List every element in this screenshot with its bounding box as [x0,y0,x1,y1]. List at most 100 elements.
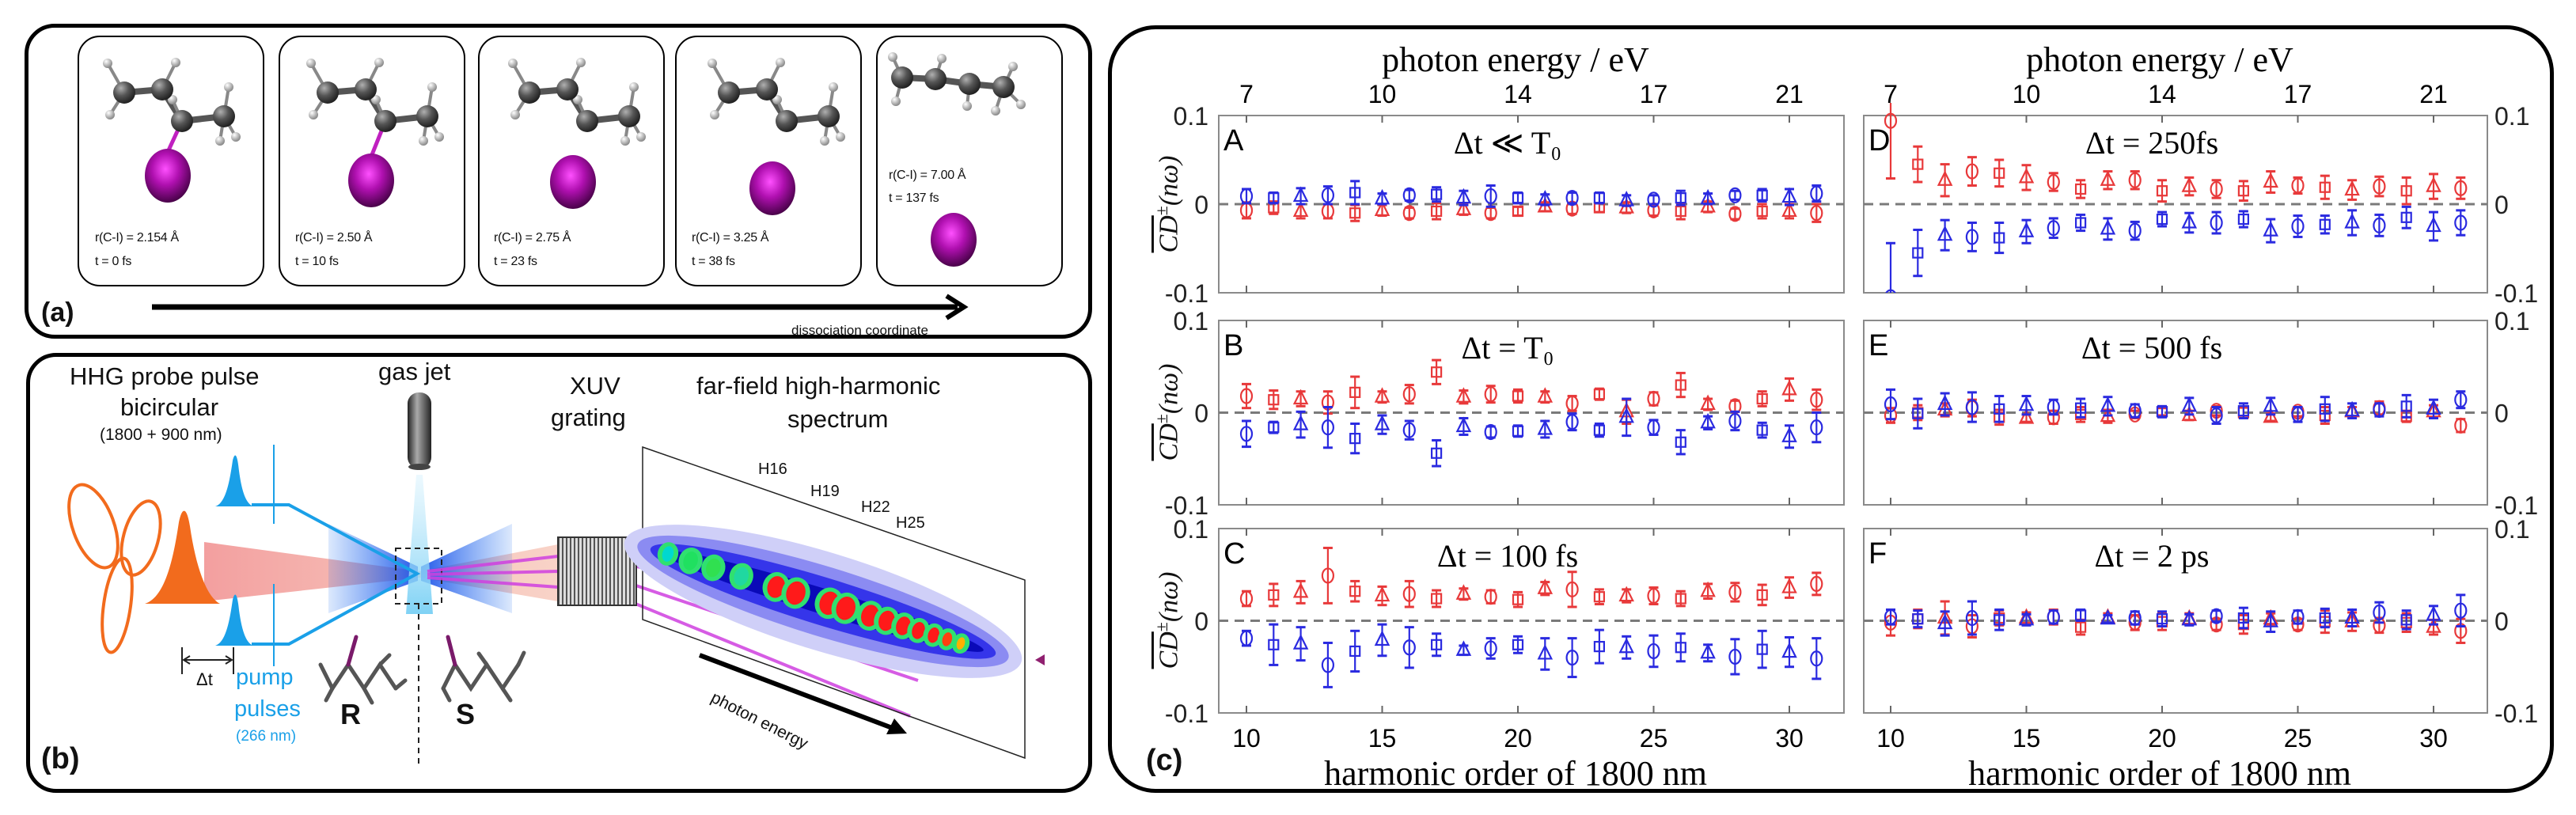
marker-circle [1484,188,1497,205]
spectrum-title: far-field high-harmonic [696,372,941,400]
top-x-tick-label: 10 [2013,80,2041,108]
marker-triangle [1374,630,1390,646]
data-point [1675,429,1686,456]
data-point [1321,546,1335,605]
marker-square [1430,639,1443,650]
data-point [1239,382,1254,410]
marker-triangle [2018,222,2035,237]
panel-title: Δt = 2 ps [2095,538,2210,574]
marker-triangle [1781,642,1797,658]
y-tick-label: -0.1 [1165,279,1208,308]
data-point [1647,634,1660,669]
data-point [1292,389,1309,408]
marker-square [2400,400,2412,412]
data-marks [1239,358,1823,468]
marker-circle [2128,172,2142,188]
data-point [1512,388,1524,404]
iodine-atom [749,161,795,215]
enantiomer-r-molecule [318,635,408,705]
data-point [2128,609,2142,627]
data-point [1537,419,1554,439]
marker-triangle [1781,201,1797,218]
hydrogen-atom [224,82,233,92]
marker-square [1349,645,1361,658]
marker-circle [2454,602,2468,619]
y-tick-label: 0.1 [1174,102,1208,131]
marker-triangle [1700,188,1716,205]
marker-triangle [2344,400,2360,417]
marker-circle [1484,640,1497,657]
data-point [1455,584,1472,601]
data-point [1647,419,1660,436]
marker-triangle [2018,609,2035,626]
data-point [1994,158,2005,188]
y-tick-label: 0.1 [1174,307,1208,335]
data-point [1430,632,1443,658]
data-point [1374,414,1390,435]
data-marks [1884,103,2468,293]
marker-circle [1402,586,1416,602]
marker-circle [2373,217,2386,233]
data-point [1756,390,1768,408]
marker-circle [1810,392,1823,408]
marker-circle [2454,417,2468,434]
marker-triangle [1700,394,1716,411]
hydrogen-atom [962,101,972,111]
data-marks [1239,180,1823,223]
top-x-axis-title: photon energy / eV [2026,40,2293,79]
data-point [1268,191,1280,205]
iodine-atom [550,155,596,209]
marker-square [1512,192,1524,204]
data-point [2210,608,2223,624]
harmonic-label-h25: H25 [896,514,925,532]
marker-triangle [2018,395,2035,411]
hydrogen-atom [1016,100,1026,109]
y-tick-label: -0.1 [1165,491,1208,520]
data-point [1292,410,1309,439]
pump-pulses [252,445,421,666]
xuv-label: XUV [570,372,620,400]
data-point [2373,601,2386,624]
marker-circle [1565,581,1579,597]
marker-triangle [2344,180,2360,196]
data-point [2373,213,2386,237]
series-red [1884,103,2468,206]
data-point [2237,180,2249,203]
enantiomer-s-label: S [456,698,476,730]
marker-circle [1647,390,1660,408]
x-tick-label: 10 [1232,724,1261,752]
marker-triangle [1937,613,1953,630]
marker-circle [1239,188,1254,205]
data-point [1402,205,1416,222]
marker-triangle [1374,188,1390,205]
marker-circle [1565,414,1579,430]
data-point [1912,228,1924,278]
data-point [1647,390,1660,408]
marker-square [1756,392,1768,405]
marker-triangle [2426,605,2441,621]
data-point [1647,586,1660,606]
marker-circle [2047,173,2060,191]
iodine-atom [931,213,977,267]
data-point [1565,395,1579,412]
marker-circle [1321,567,1335,584]
data-point [1756,629,1768,669]
data-point [1292,186,1309,206]
data-point [1781,377,1797,402]
data-point [1512,191,1524,205]
marker-circle [1728,187,1742,203]
series-blue [1239,397,1823,468]
data-point [1430,202,1443,221]
x-axis-title: harmonic order of 1800 nm [1968,754,2351,793]
molecule [103,58,241,203]
data-point [1593,191,1606,205]
data-point [2128,403,2142,419]
enantiomer-r-label: R [340,698,361,730]
hydrogen-atom [576,58,586,67]
hydrogen-atom [231,132,241,142]
panel-letter: C [1224,537,1245,570]
marker-triangle [1292,634,1309,650]
marker-triangle [1537,189,1554,206]
data-point [1675,371,1686,399]
hydrogen-atom [888,52,897,62]
